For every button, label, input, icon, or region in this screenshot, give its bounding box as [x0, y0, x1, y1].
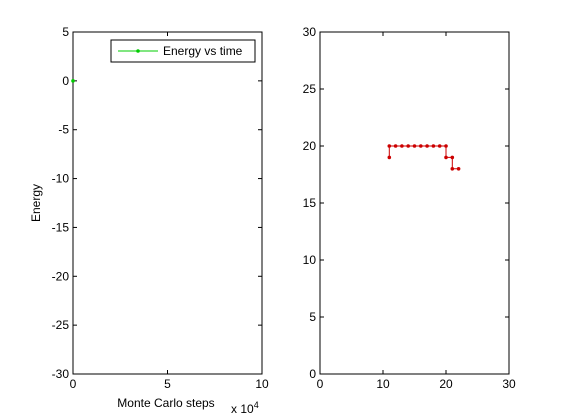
lattice-data-point [425, 144, 429, 148]
lattice-axes-box [319, 31, 510, 375]
lattice-y-tick-label: 15 [303, 196, 317, 210]
energy-y-tick-label: -20 [52, 269, 70, 283]
lattice-data-point [450, 155, 455, 160]
lattice-data-point [444, 144, 448, 148]
lattice-axes-ticks: 0 10 20 30 30 25 20 15 10 5 0 [303, 25, 516, 391]
lattice-y-tick-label: 10 [303, 253, 317, 267]
lattice-data-point [450, 167, 455, 171]
lattice-y-tick-label: 20 [303, 139, 317, 153]
lattice-x-tick-label: 20 [439, 377, 453, 391]
lattice-y-tick-label: 25 [303, 82, 317, 96]
energy-x-axis-label: Monte Carlo steps [117, 396, 214, 410]
lattice-data-point [393, 144, 398, 148]
energy-y-tick-label: -25 [52, 318, 70, 332]
energy-data-point [71, 79, 75, 83]
energy-y-tick-label: -10 [52, 172, 70, 186]
energy-y-tick-label: -15 [52, 220, 70, 234]
energy-series [71, 79, 75, 83]
lattice-data-point [387, 144, 392, 148]
lattice-data-point [431, 144, 436, 148]
energy-y-tick-label: -30 [52, 367, 70, 381]
legend: Energy vs time [110, 39, 256, 63]
lattice-data-point [412, 144, 417, 148]
lattice-series [387, 144, 461, 171]
lattice-data-point [437, 144, 442, 148]
lattice-data-point [444, 155, 448, 160]
energy-x-tick-label: 10 [255, 377, 269, 391]
energy-axes-ticks: 0 5 10 5 0 -5 -10 -15 -20 -25 -30 [52, 25, 269, 391]
lattice-data-point [406, 144, 411, 148]
lattice-x-tick-label: 0 [317, 377, 324, 391]
lattice-y-tick-label: 5 [309, 310, 316, 324]
legend-marker-swatch [136, 49, 140, 53]
energy-y-tick-label: 5 [62, 25, 69, 39]
legend-box [110, 39, 256, 63]
lattice-data-point [400, 144, 404, 148]
x-exponent-label: x 104 [231, 400, 259, 416]
lattice-data-point [419, 144, 423, 148]
lattice-data-point [456, 167, 461, 171]
lattice-y-tick-label: 30 [303, 25, 317, 39]
energy-y-tick-label: 0 [62, 74, 69, 88]
lattice-x-tick-label: 10 [376, 377, 390, 391]
lattice-y-tick-label: 0 [309, 367, 316, 381]
lattice-axes: 0 10 20 30 30 25 20 15 10 5 0 [303, 25, 516, 391]
energy-x-tick-label: 5 [164, 377, 171, 391]
energy-axes-box [72, 31, 263, 375]
energy-x-tick-label: 0 [70, 377, 77, 391]
lattice-x-tick-label: 30 [502, 377, 516, 391]
energy-axes: 0 5 10 5 0 -5 -10 -15 -20 -25 -30 Monte Carlo step… [29, 25, 269, 416]
energy-y-tick-label: -5 [58, 123, 69, 137]
lattice-data-point [387, 155, 392, 160]
energy-y-axis-label: Energy [29, 184, 43, 222]
legend-entry-label: Energy vs time [163, 44, 243, 58]
